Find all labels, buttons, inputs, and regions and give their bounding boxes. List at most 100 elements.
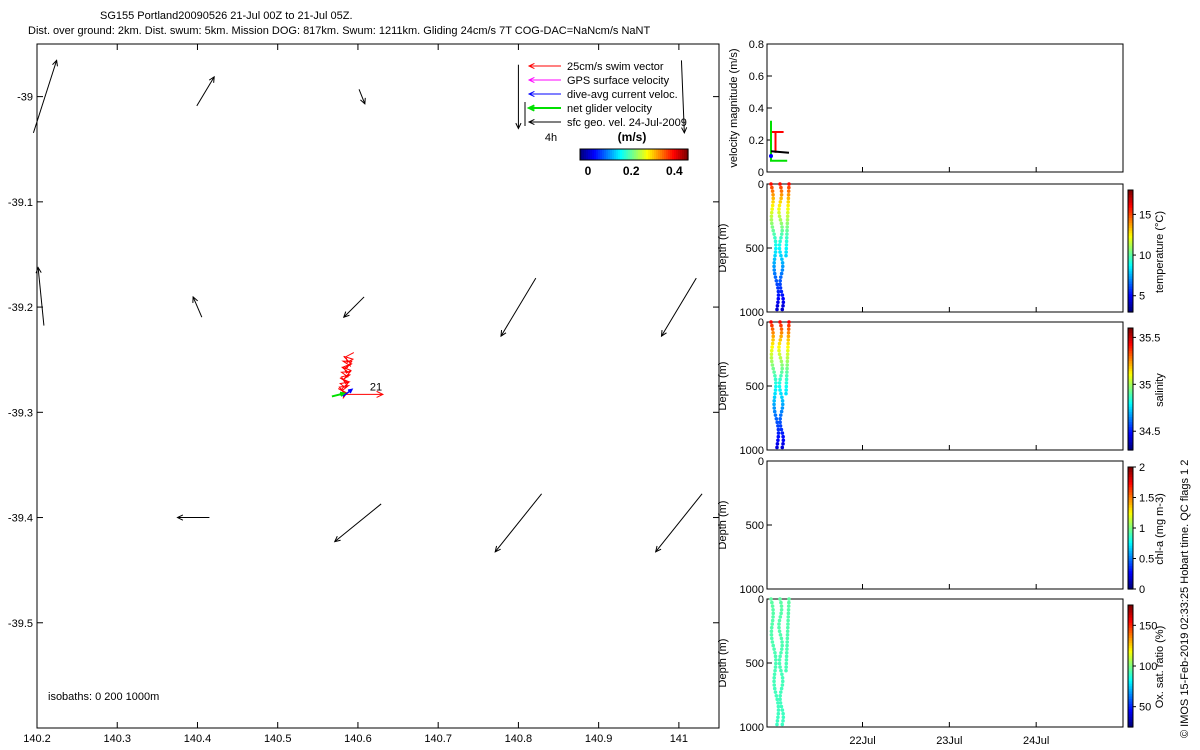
profile-point [779, 600, 783, 605]
isobaths-label: isobaths: 0 200 1000m [48, 691, 159, 703]
profile-point [785, 356, 790, 360]
profile-ylabel: Depth (m) [717, 501, 729, 550]
profile-point [772, 399, 776, 403]
map-ytick-label: -39.5 [8, 618, 33, 630]
profile-colorbar-cell [1128, 427, 1133, 431]
profile-colorbar-cell [1128, 472, 1133, 476]
profile-point [786, 615, 791, 619]
speed-colorbar-cell [644, 149, 647, 160]
profile-point [779, 668, 783, 673]
profile-point [780, 643, 784, 648]
profile-colorbar-cell [1128, 245, 1133, 250]
map-ytick-label: -39.3 [8, 407, 33, 419]
profile-point [786, 327, 791, 331]
profile-point [786, 348, 790, 353]
profile-point [773, 388, 778, 392]
profile-point [770, 327, 775, 331]
profile-colorbar-cell [1128, 358, 1133, 362]
speed-colorbar-cell [634, 149, 637, 160]
profile-point [770, 345, 774, 349]
profile-colorbar-cell [1128, 648, 1133, 652]
profile-colorbar-cell [1128, 650, 1133, 654]
profile-colorbar-cell [1128, 233, 1133, 237]
profile-colorbar-tick-label: 10 [1139, 250, 1151, 262]
profile-point [784, 373, 789, 378]
map-xtick-label: 140.7 [424, 733, 452, 745]
profile-point [777, 214, 782, 219]
speed-colorbar-cell [636, 149, 639, 160]
profile-colorbar-cell [1128, 289, 1133, 293]
profile-point [775, 719, 780, 723]
speed-colorbar-cell [588, 149, 591, 160]
profile-colorbar-cell [1128, 361, 1133, 365]
profile-point [777, 618, 782, 623]
profile-point [779, 427, 784, 432]
profile-point [778, 356, 783, 360]
profile-point [776, 300, 780, 305]
profile-colorbar-cell [1128, 429, 1133, 433]
map-xtick-label: 140.8 [505, 733, 533, 745]
profile-point [780, 399, 785, 403]
profile-point [776, 286, 780, 290]
profile-point [770, 622, 774, 626]
legend-arrow-head [527, 118, 535, 126]
profile-colorbar-cell [1128, 479, 1133, 483]
profile-point [770, 604, 775, 608]
profile-point [784, 243, 789, 247]
profile-colorbar-cell [1128, 673, 1133, 677]
profile-point [778, 701, 783, 705]
profile-ytick-label: 0 [758, 317, 764, 329]
profile-colorbar-cell [1128, 576, 1133, 580]
profile-colorbar-cell [1128, 477, 1133, 481]
profile-point [779, 359, 784, 364]
map-xtick-label: 140.4 [184, 733, 212, 745]
profile-colorbar-cell [1128, 291, 1133, 295]
profile-point [781, 715, 786, 720]
profile-colorbar-cell [1128, 535, 1133, 539]
profile-colorbar-cell [1128, 494, 1133, 499]
profile-point [775, 722, 779, 727]
profile-colorbar-cell [1128, 640, 1133, 644]
profile-point [778, 654, 782, 659]
profile-point [770, 640, 775, 644]
legend-entry: 25cm/s swim vector [567, 61, 664, 73]
profile-point [777, 658, 782, 662]
speed-colorbar-cell [590, 149, 593, 160]
profile-point [776, 293, 781, 297]
profile-point [773, 668, 777, 673]
profile-point [775, 282, 780, 287]
profile-point [785, 633, 790, 637]
profile-point [774, 693, 779, 698]
speed-colorbar-tick: 0.4 [666, 164, 683, 178]
profile-point [785, 359, 790, 364]
speed-colorbar-tick: 0.2 [623, 164, 640, 178]
profile-colorbar-cell [1128, 512, 1133, 516]
speed-colorbar-cell [598, 149, 601, 160]
profile-colorbar-cell [1128, 416, 1133, 421]
profile-point [771, 192, 775, 197]
profile-point [781, 438, 786, 443]
profile-point [769, 636, 774, 641]
profile-colorbar-cell [1128, 525, 1133, 529]
profile-point [774, 243, 778, 247]
profile-colorbar-cell [1128, 253, 1133, 257]
profile-point [780, 228, 784, 233]
speed-colorbar-cell [602, 149, 605, 160]
speed-colorbar-frame [579, 148, 689, 161]
speed-colorbar-cell [664, 149, 667, 160]
speed-colorbar-cell [620, 149, 623, 160]
profile-colorbar-cell [1128, 612, 1133, 616]
legend-entry: GPS surface velocity [567, 75, 670, 87]
profile-point [776, 434, 781, 439]
profile-point [769, 359, 774, 364]
legend-arrow-head [527, 76, 535, 84]
profile-point [773, 239, 778, 244]
profile-point [778, 615, 783, 619]
geo-velocity-arrow-head [333, 536, 341, 543]
profile-colorbar-cell [1128, 530, 1133, 534]
geo-velocity-arrow-head [500, 330, 507, 338]
profile-colorbar-cell [1128, 281, 1133, 285]
profile-colorbar-cell [1128, 566, 1133, 570]
speed-colorbar-cell [610, 149, 613, 160]
